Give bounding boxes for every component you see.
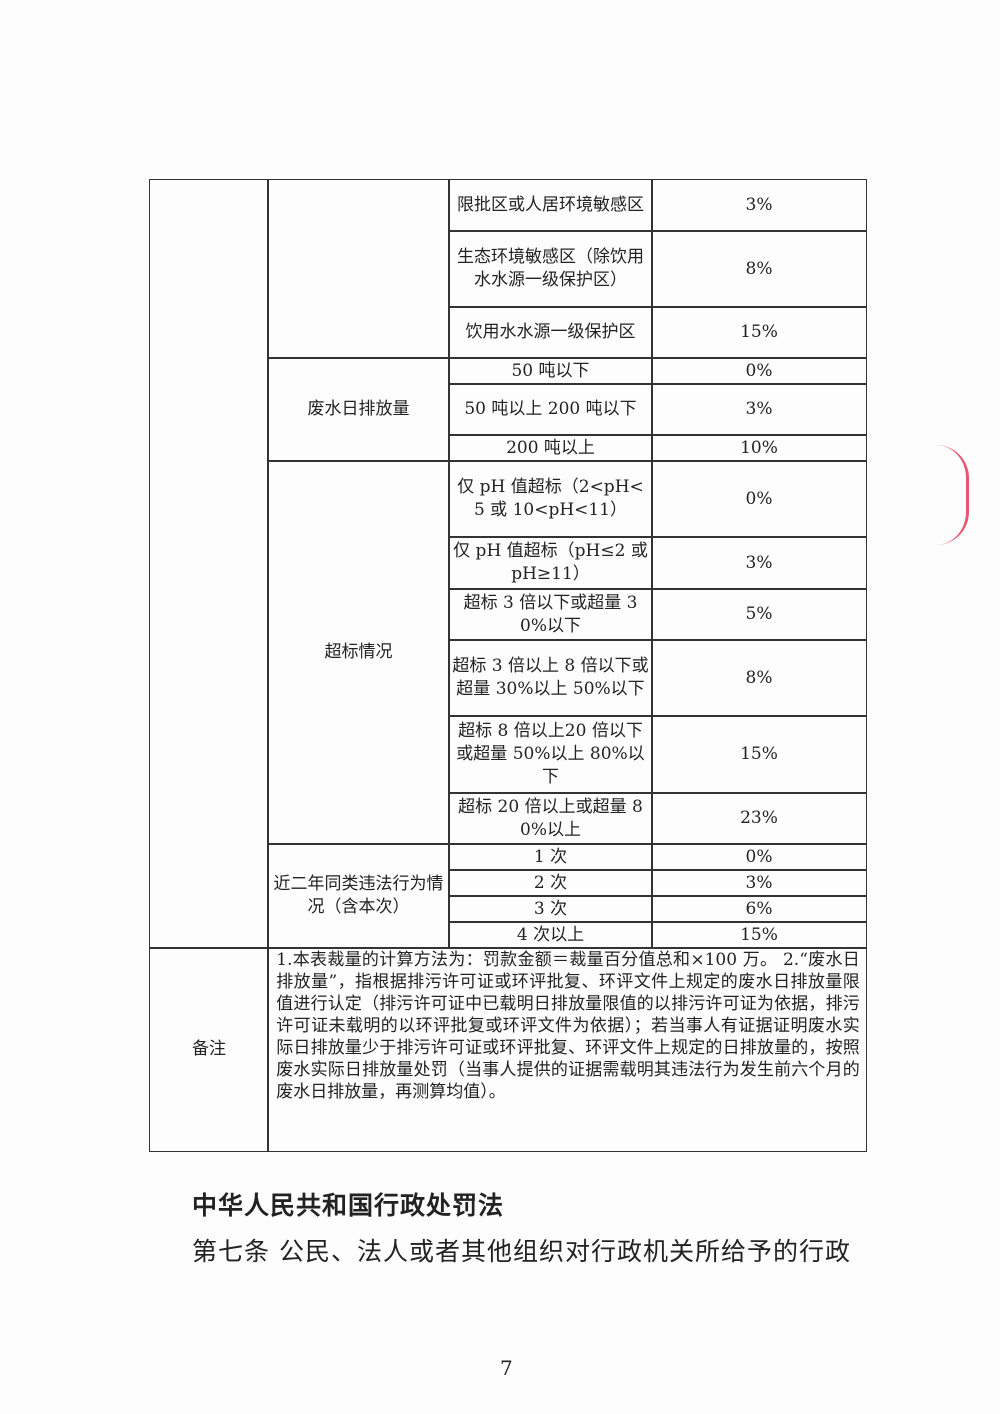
law-article-text: 第七条 公民、法人或者其他组织对行政机关所给予的行政 (192, 1237, 851, 1266)
percentage-cell: 8% (651, 639, 867, 717)
criterion-cell: 超标 3 倍以下或超量 30%以下 (448, 588, 653, 641)
percentage-cell: 0% (651, 843, 867, 871)
criterion-cell: 超标 3 倍以上 8 倍以下或超量 30%以上 50%以下 (448, 639, 653, 717)
criterion-cell: 限批区或人居环境敏感区 (448, 179, 653, 232)
percentage-cell: 15% (651, 715, 867, 794)
percentage-cell: 3% (651, 179, 867, 232)
criterion-cell: 50 吨以上 200 吨以下 (448, 383, 653, 436)
criterion-cell: 200 吨以上 (448, 434, 653, 462)
percentage-cell: 8% (651, 230, 867, 308)
group-exceed: 超标情况 (267, 460, 450, 845)
percentage-cell: 6% (651, 895, 867, 923)
percentage-cell: 23% (651, 792, 867, 845)
criterion-cell: 饮用水水源一级保护区 (448, 306, 653, 359)
percentage-cell: 10% (651, 434, 867, 462)
percentage-cell: 15% (651, 306, 867, 359)
group-discharge: 废水日排放量 (267, 357, 450, 462)
criterion-cell: 超标 8 倍以上20 倍以下或超量 50%以上 80%以下 (448, 715, 653, 794)
criterion-cell: 1 次 (448, 843, 653, 871)
group-repeat: 近二年同类违法行为情况（含本次） (267, 843, 450, 949)
percentage-cell: 15% (651, 921, 867, 949)
law-title: 中华人民共和国行政处罚法 (192, 1191, 505, 1220)
page-number: 7 (500, 1356, 513, 1380)
percentage-cell: 0% (651, 460, 867, 538)
blank-subcategory-cell (267, 179, 450, 359)
percentage-cell: 3% (651, 869, 867, 897)
criterion-cell: 4 次以上 (448, 921, 653, 949)
note-text: 1.本表裁量的计算方法为：罚款金额＝裁量百分值总和×100 万。 2.“废水日排… (267, 947, 867, 1152)
criterion-cell: 生态环境敏感区（除饮用水水源一级保护区） (448, 230, 653, 308)
criterion-cell: 2 次 (448, 869, 653, 897)
criterion-cell: 50 吨以下 (448, 357, 653, 385)
blank-category-cell (149, 179, 269, 949)
percentage-cell: 5% (651, 588, 867, 641)
criterion-cell: 3 次 (448, 895, 653, 923)
percentage-cell: 3% (651, 536, 867, 590)
percentage-cell: 3% (651, 383, 867, 436)
red-seal-stamp (936, 445, 969, 545)
criterion-cell: 超标 20 倍以上或超量 80%以上 (448, 792, 653, 845)
percentage-cell: 0% (651, 357, 867, 385)
criterion-cell: 仅 pH 值超标（pH≤2 或 pH≥11） (448, 536, 653, 590)
note-label: 备注 (149, 947, 269, 1152)
criterion-cell: 仅 pH 值超标（2<pH<5 或 10<pH<11） (448, 460, 653, 538)
